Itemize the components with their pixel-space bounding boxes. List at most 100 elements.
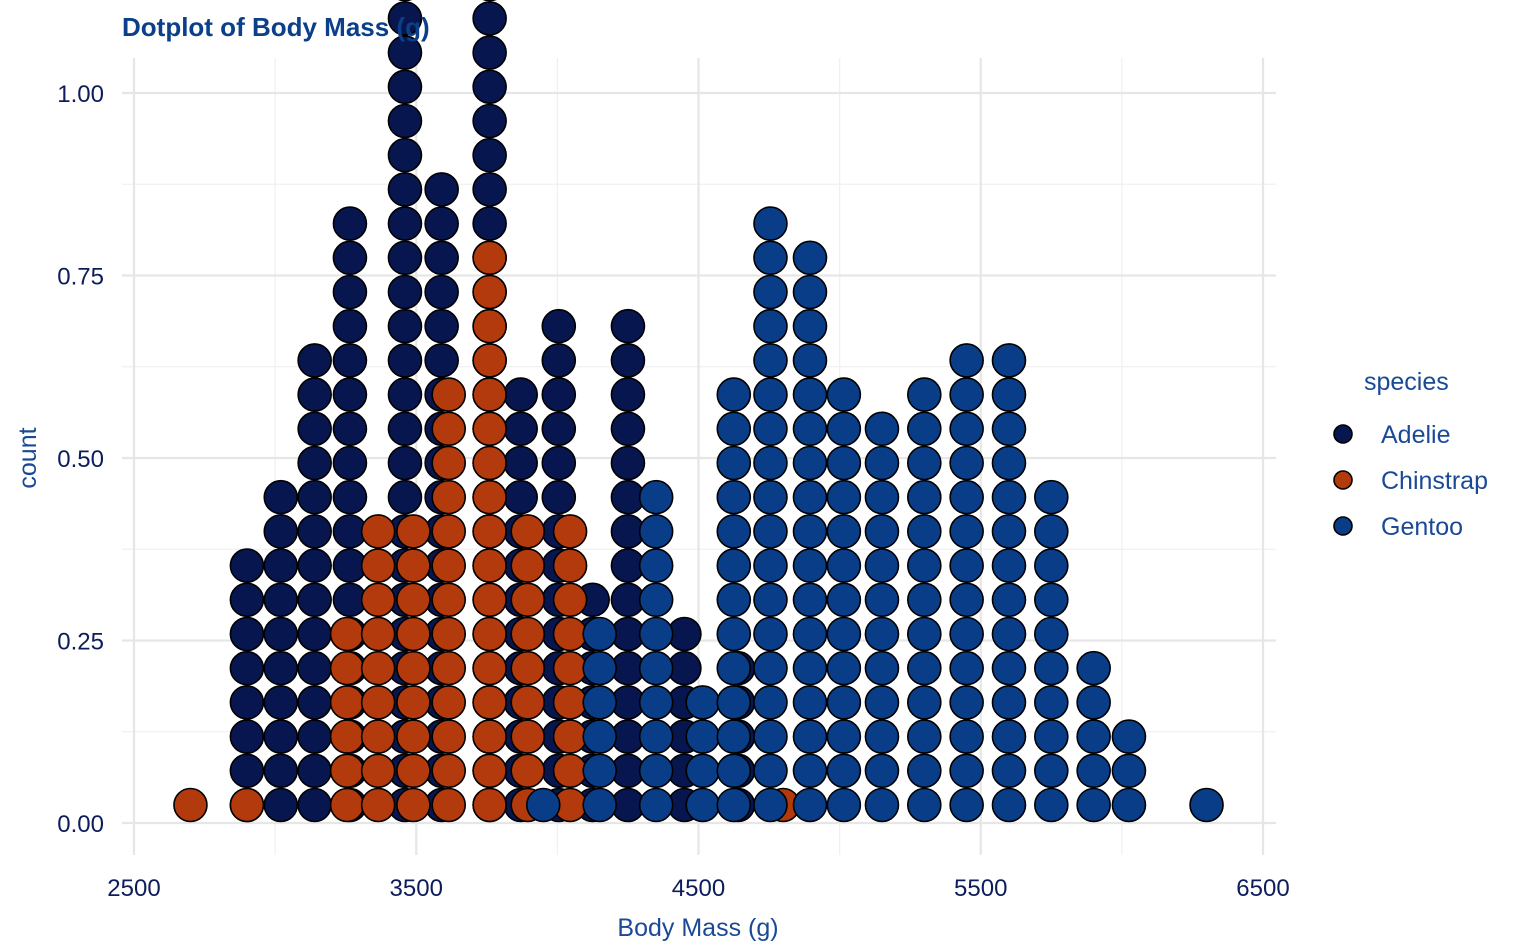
dot xyxy=(792,343,828,378)
dot xyxy=(431,685,467,720)
series-gentoo xyxy=(525,206,1224,823)
dot xyxy=(424,343,459,378)
dot xyxy=(263,548,299,583)
dot xyxy=(864,685,900,720)
dot xyxy=(472,548,507,583)
y-tick-label: 0.25 xyxy=(57,629,104,656)
dot xyxy=(472,479,507,515)
dot xyxy=(297,445,332,481)
dot xyxy=(792,548,828,583)
dot xyxy=(297,343,332,378)
tick-labels: 2500 3500 4500 5500 6500 0.00 0.25 0.50 0.75 1.00 xyxy=(57,81,1289,902)
dot xyxy=(1076,719,1111,754)
dot xyxy=(1034,616,1069,652)
dot xyxy=(991,753,1027,789)
dot xyxy=(949,411,984,447)
dot xyxy=(1076,685,1111,720)
dot xyxy=(387,411,423,447)
dot xyxy=(472,445,507,481)
dot xyxy=(826,377,862,412)
dot xyxy=(541,479,577,515)
dot xyxy=(685,719,721,754)
dot xyxy=(582,685,618,720)
dot xyxy=(510,650,546,686)
dot xyxy=(716,719,752,754)
dot xyxy=(360,548,396,583)
dot xyxy=(229,753,265,789)
dot xyxy=(329,685,365,720)
dot xyxy=(263,719,299,754)
dot xyxy=(906,650,942,686)
dot xyxy=(991,377,1027,412)
dot xyxy=(229,582,265,618)
dot xyxy=(297,719,332,754)
dot xyxy=(360,582,396,618)
legend-item-chinstrap: Chinstrap xyxy=(1333,467,1488,495)
dot xyxy=(503,377,538,412)
dot xyxy=(229,719,265,754)
dot xyxy=(541,445,577,481)
dot xyxy=(431,377,467,412)
dot xyxy=(431,753,467,789)
dots-layer xyxy=(173,0,1224,823)
dot xyxy=(332,308,368,344)
dot xyxy=(482,0,497,2)
dot xyxy=(360,719,396,754)
dot xyxy=(332,411,368,447)
dot xyxy=(753,411,788,447)
dot xyxy=(716,616,752,652)
dot xyxy=(424,274,459,310)
dot xyxy=(525,787,561,823)
dot xyxy=(431,411,467,447)
dot xyxy=(949,548,984,583)
dot xyxy=(387,35,423,70)
dot xyxy=(472,616,507,652)
dot xyxy=(949,753,984,789)
dot xyxy=(991,685,1027,720)
dot xyxy=(864,787,900,823)
dot xyxy=(297,548,332,583)
dot xyxy=(949,514,984,549)
dot xyxy=(263,582,299,618)
dot xyxy=(387,274,423,310)
dot xyxy=(864,548,900,583)
dot xyxy=(360,514,396,549)
dot xyxy=(582,787,618,823)
y-tick-label: 0.50 xyxy=(57,446,104,473)
dot xyxy=(716,787,752,823)
dot xyxy=(864,719,900,754)
dot xyxy=(332,377,368,412)
dot xyxy=(906,685,942,720)
dot xyxy=(552,685,588,720)
dot xyxy=(472,137,507,173)
dot xyxy=(753,719,788,754)
dot xyxy=(949,445,984,481)
dot xyxy=(685,787,721,823)
dot xyxy=(472,1,507,36)
dot xyxy=(753,479,788,515)
dot xyxy=(716,582,752,618)
dot xyxy=(716,685,752,720)
dot xyxy=(906,719,942,754)
dot xyxy=(685,753,721,789)
dot xyxy=(792,787,828,823)
dot xyxy=(431,582,467,618)
dot xyxy=(360,753,396,789)
dot xyxy=(431,719,467,754)
dot xyxy=(826,787,862,823)
dot xyxy=(424,240,459,276)
dot xyxy=(510,719,546,754)
dot xyxy=(431,445,467,481)
legend-item-gentoo: Gentoo xyxy=(1333,513,1463,541)
dot xyxy=(1111,787,1147,823)
dot xyxy=(472,172,507,207)
dot xyxy=(297,377,332,412)
dot xyxy=(229,616,265,652)
dot xyxy=(424,206,459,241)
dot xyxy=(424,172,459,207)
dot xyxy=(716,514,752,549)
dot xyxy=(949,685,984,720)
dot xyxy=(826,753,862,789)
x-tick-label: 6500 xyxy=(1236,875,1289,902)
dot xyxy=(991,582,1027,618)
